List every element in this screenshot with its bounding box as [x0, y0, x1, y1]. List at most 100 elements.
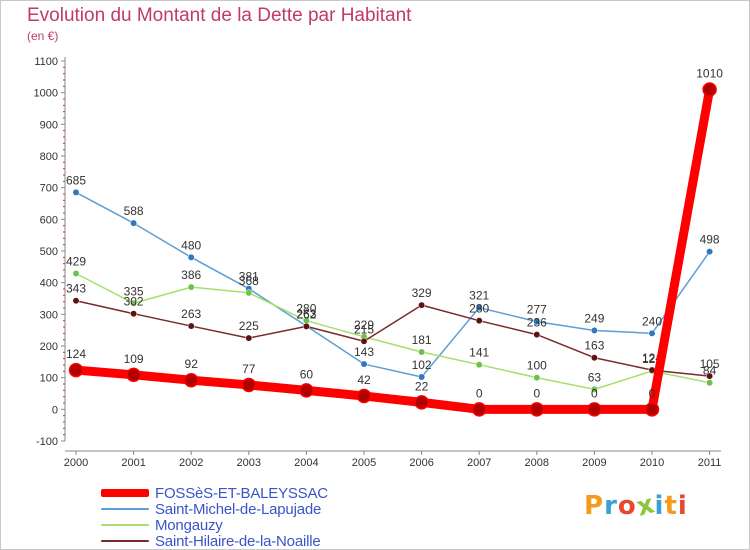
data-point	[68, 362, 84, 378]
data-point	[475, 304, 483, 312]
data-label: 0	[533, 386, 540, 400]
data-label: 240	[642, 314, 662, 328]
series-line-0	[71, 85, 715, 414]
legend-label: Saint-Michel-de-Lapujade	[155, 500, 322, 518]
data-label: 280	[296, 302, 316, 316]
data-point	[706, 379, 714, 387]
x-tick-label: 2003	[237, 457, 261, 469]
data-label: 1010	[696, 67, 723, 81]
x-tick-label: 2009	[582, 457, 606, 469]
data-label: 102	[412, 358, 432, 372]
chart-title: Evolution du Montant de la Dette par Hab…	[27, 5, 412, 26]
series-line-2	[75, 272, 711, 391]
data-point	[72, 188, 80, 196]
data-point	[72, 270, 80, 277]
data-point	[706, 372, 714, 380]
data-label: 429	[66, 254, 86, 268]
legend-item: Mongauzy	[101, 517, 328, 534]
y-tick-label: 400	[40, 278, 58, 290]
data-label: 141	[469, 346, 489, 360]
x-tick-label: 2010	[640, 457, 664, 469]
data-label: 381	[239, 270, 259, 284]
data-point	[644, 402, 660, 417]
data-point	[187, 253, 195, 261]
series-line-1	[75, 191, 711, 378]
legend-label: FOSSèS-ET-BALEYSSAC	[155, 484, 328, 502]
data-label: 181	[412, 333, 432, 347]
data-label: 262	[296, 307, 316, 321]
y-tick-label: 1000	[34, 88, 58, 100]
y-tick-label: 300	[40, 309, 58, 321]
data-point	[302, 322, 310, 330]
data-label: 124	[66, 347, 86, 361]
y-tick-label: 200	[40, 341, 58, 353]
data-label: 368	[239, 274, 259, 288]
x-tick-label: 2005	[352, 457, 376, 469]
data-point	[418, 348, 426, 356]
data-point	[245, 334, 253, 342]
x-tick-label: 2008	[525, 457, 549, 469]
x-tick-label: 2004	[294, 457, 318, 469]
data-label: 236	[527, 316, 547, 330]
data-label: 63	[588, 370, 602, 384]
x-tick-label: 2006	[409, 457, 433, 469]
data-label: 277	[527, 303, 547, 317]
data-label: 0	[649, 386, 656, 400]
legend-item: Saint-Michel-de-Lapujade	[101, 500, 328, 518]
data-point	[414, 395, 429, 410]
data-label: 386	[181, 268, 201, 282]
data-point	[360, 360, 368, 368]
data-label: 498	[700, 233, 720, 247]
data-label: 0	[591, 386, 598, 400]
data-point	[72, 297, 80, 305]
data-point	[130, 219, 138, 227]
legend-item: Saint-Hilaire-de-la-Noaille	[101, 533, 328, 550]
data-point	[590, 385, 598, 393]
data-label: 92	[185, 357, 199, 371]
legend-item: FOSSèS-ET-BALEYSSAC	[101, 484, 328, 502]
x-tick-label: 2011	[698, 457, 722, 469]
data-point	[533, 374, 541, 382]
data-point	[245, 289, 253, 297]
data-label: 60	[300, 367, 314, 381]
data-label: 143	[354, 345, 374, 359]
data-label: 480	[181, 238, 201, 252]
legend-swatch	[101, 540, 149, 542]
y-tick-label: -100	[36, 436, 58, 448]
data-point	[587, 402, 602, 417]
data-point	[471, 402, 487, 417]
data-point	[418, 301, 426, 309]
data-point	[241, 377, 257, 393]
x-tick-label: 2002	[179, 457, 203, 469]
data-point	[590, 327, 598, 334]
data-label: 105	[700, 357, 720, 371]
data-label: 249	[584, 311, 604, 325]
data-label: 215	[354, 322, 374, 336]
data-label: 229	[354, 318, 374, 332]
y-tick-label: 500	[40, 246, 58, 258]
y-tick-label: 1100	[34, 56, 58, 68]
data-label: 225	[239, 319, 259, 333]
data-point	[126, 367, 141, 383]
data-point	[648, 329, 656, 337]
data-point	[529, 402, 545, 417]
y-tick-label: 600	[40, 214, 58, 226]
legend-swatch	[101, 489, 149, 497]
y-tick-label: 700	[40, 183, 58, 195]
x-tick-label: 2000	[64, 457, 88, 469]
data-label: 42	[357, 373, 371, 387]
data-point	[130, 299, 138, 307]
data-point	[418, 373, 426, 381]
data-label: 163	[584, 339, 604, 353]
data-point	[187, 283, 195, 291]
data-label: 335	[124, 284, 144, 298]
proxiti-logo: Proxiti	[584, 489, 688, 523]
x-tick-label: 2001	[121, 457, 145, 469]
data-label: 77	[242, 362, 256, 376]
legend: FOSSèS-ET-BALEYSSAC Saint-Michel-de-Lapuj…	[101, 484, 328, 550]
data-point	[533, 318, 541, 326]
data-label: 280	[469, 302, 489, 316]
series-line-3	[75, 299, 711, 377]
